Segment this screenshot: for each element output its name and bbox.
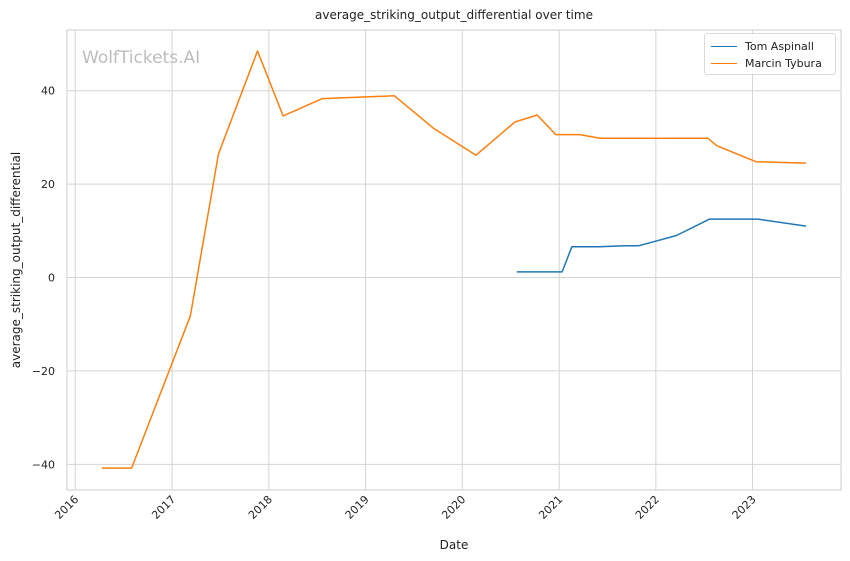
x-tick-label: 2016 [52, 493, 81, 522]
x-tick-label: 2018 [246, 493, 275, 522]
y-axis-label: average_striking_output_differential [9, 151, 23, 369]
legend-swatch [711, 62, 737, 64]
y-tick-label: 40 [41, 85, 55, 98]
x-axis-ticks: 2016 2017 2018 2019 2020 2021 2022 2023 [52, 493, 758, 522]
grid-lines [67, 30, 841, 490]
series-line-marcin-tybura [101, 50, 807, 469]
legend-item-marcin-tybura: Marcin Tybura [711, 56, 822, 70]
y-tick-label: −20 [32, 365, 55, 378]
y-tick-label: 20 [41, 178, 55, 191]
x-tick-label: 2019 [343, 493, 372, 522]
series-line-tom-aspinall [516, 218, 807, 273]
chart-title: average_striking_output_differential ove… [315, 8, 593, 22]
legend-swatch [711, 45, 737, 47]
y-tick-label: −40 [32, 458, 55, 471]
legend-item-tom-aspinall: Tom Aspinall [711, 39, 814, 53]
legend-label: Tom Aspinall [745, 39, 814, 53]
watermark: WolfTickets.AI [82, 48, 201, 68]
x-tick-label: 2023 [730, 493, 759, 522]
series-lines [101, 50, 807, 469]
x-tick-label: 2022 [633, 493, 662, 522]
x-tick-label: 2021 [536, 493, 565, 522]
y-axis-ticks: −40 −20 0 20 40 [32, 85, 55, 472]
plot-area [66, 29, 842, 491]
y-tick-label: 0 [48, 272, 55, 285]
x-tick-label: 2020 [439, 493, 468, 522]
x-tick-label: 2017 [149, 493, 178, 522]
legend: Tom Aspinall Marcin Tybura [704, 33, 836, 75]
x-axis-label: Date [439, 538, 469, 552]
legend-label: Marcin Tybura [745, 56, 822, 70]
